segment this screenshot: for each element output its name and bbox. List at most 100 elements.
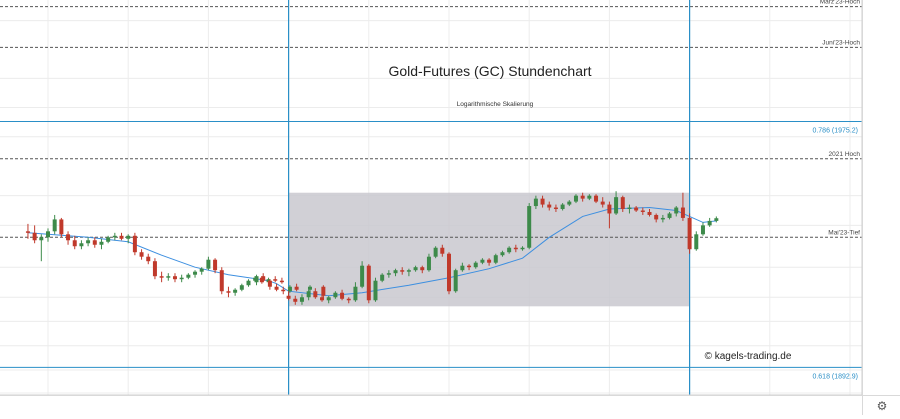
level-name: März'23-Hoch bbox=[820, 0, 861, 6]
candle-body bbox=[373, 280, 378, 301]
candle-body bbox=[567, 201, 572, 205]
candle-body bbox=[294, 286, 299, 290]
candle-body bbox=[172, 276, 177, 280]
candle-body bbox=[126, 235, 131, 239]
candle-body bbox=[254, 276, 259, 283]
settings-gear-icon[interactable]: ⚙ bbox=[862, 395, 900, 415]
candle-body bbox=[634, 207, 639, 211]
candle-body bbox=[279, 280, 284, 283]
watermark-text: © kagels-trading.de bbox=[705, 351, 792, 362]
candle-body bbox=[299, 297, 304, 302]
candle-body bbox=[152, 261, 157, 277]
candle-body bbox=[246, 280, 251, 286]
candle-body bbox=[660, 217, 665, 220]
level-name: Mai'23-Tief bbox=[828, 229, 860, 236]
candle-body bbox=[32, 232, 37, 241]
candle-body bbox=[286, 295, 291, 299]
candle-body bbox=[700, 225, 705, 235]
candle-body bbox=[440, 247, 445, 254]
fib-level-label: 0.618 (1892.9) bbox=[812, 373, 858, 380]
candle-body bbox=[400, 270, 405, 272]
candle-body bbox=[547, 204, 552, 208]
candle-body bbox=[380, 274, 385, 281]
candle-body bbox=[281, 289, 286, 292]
candle-body bbox=[307, 286, 312, 290]
candle-body bbox=[79, 243, 84, 247]
candle-body bbox=[513, 247, 518, 250]
candle-body bbox=[420, 267, 425, 271]
candle-body bbox=[267, 280, 272, 287]
candle-body bbox=[453, 270, 458, 292]
candle-body bbox=[540, 198, 545, 205]
level-name: 2021 Hoch bbox=[829, 151, 861, 158]
candle-body bbox=[714, 218, 719, 221]
candle-body bbox=[553, 207, 558, 210]
level-name: Juni'23-Hoch bbox=[822, 39, 860, 46]
candle-body bbox=[674, 207, 679, 214]
candle-body bbox=[66, 234, 71, 241]
candle-body bbox=[320, 297, 325, 301]
candle-body bbox=[413, 267, 418, 271]
price-axis[interactable] bbox=[862, 0, 900, 395]
candle-body bbox=[473, 262, 478, 268]
candle-body bbox=[99, 241, 104, 245]
candle-body bbox=[146, 256, 151, 262]
candle-body bbox=[647, 211, 652, 215]
candle-body bbox=[627, 207, 632, 210]
time-axis[interactable] bbox=[0, 395, 862, 415]
candle-body bbox=[600, 201, 605, 205]
candle-body bbox=[52, 219, 57, 232]
candle-body bbox=[166, 276, 171, 278]
candle-body bbox=[680, 207, 685, 218]
candle-body bbox=[607, 204, 612, 214]
candle-body bbox=[287, 286, 292, 292]
chart-subtitle: Logarithmische Skalierung bbox=[457, 101, 534, 108]
candle-body bbox=[233, 289, 238, 293]
candle-body bbox=[620, 197, 625, 210]
candle-body bbox=[346, 298, 351, 301]
candle-body bbox=[226, 291, 231, 293]
candle-body bbox=[219, 270, 224, 292]
candle-body bbox=[587, 195, 592, 199]
candle-body bbox=[72, 240, 77, 247]
candle-body bbox=[447, 253, 451, 292]
candle-body bbox=[186, 274, 191, 278]
candle-body bbox=[460, 265, 465, 271]
candle-body bbox=[533, 198, 538, 207]
candle-body bbox=[667, 213, 672, 218]
candle-body bbox=[193, 271, 198, 275]
candle-body bbox=[261, 276, 266, 281]
candle-body bbox=[313, 291, 318, 298]
candle-body bbox=[306, 291, 311, 298]
candle-body bbox=[293, 298, 298, 302]
candle-body bbox=[500, 252, 505, 256]
candle-body bbox=[406, 270, 411, 272]
candle-body bbox=[92, 240, 97, 245]
candle-body bbox=[640, 210, 645, 212]
candle-body bbox=[321, 286, 326, 296]
candle-body bbox=[159, 276, 164, 278]
candle-body bbox=[594, 195, 599, 202]
candle-body bbox=[199, 268, 204, 272]
candle-body bbox=[353, 286, 358, 301]
candle-body bbox=[487, 259, 492, 263]
candle-body bbox=[393, 270, 398, 274]
chart-title: Gold-Futures (GC) Stundenchart bbox=[388, 63, 591, 79]
candle-body bbox=[132, 235, 137, 253]
candle-body bbox=[573, 195, 578, 202]
candle-body bbox=[694, 234, 699, 250]
candle-body bbox=[139, 252, 144, 257]
candle-body bbox=[360, 265, 365, 287]
candle-body bbox=[467, 265, 472, 268]
candle-body bbox=[326, 297, 331, 301]
candle-body bbox=[386, 273, 391, 275]
candle-body bbox=[520, 247, 525, 250]
candle-body bbox=[340, 292, 345, 299]
candle-body bbox=[426, 256, 431, 271]
candle-body bbox=[580, 195, 585, 199]
candle-body bbox=[333, 292, 338, 298]
candle-body bbox=[206, 259, 211, 269]
candle-body bbox=[239, 285, 244, 290]
